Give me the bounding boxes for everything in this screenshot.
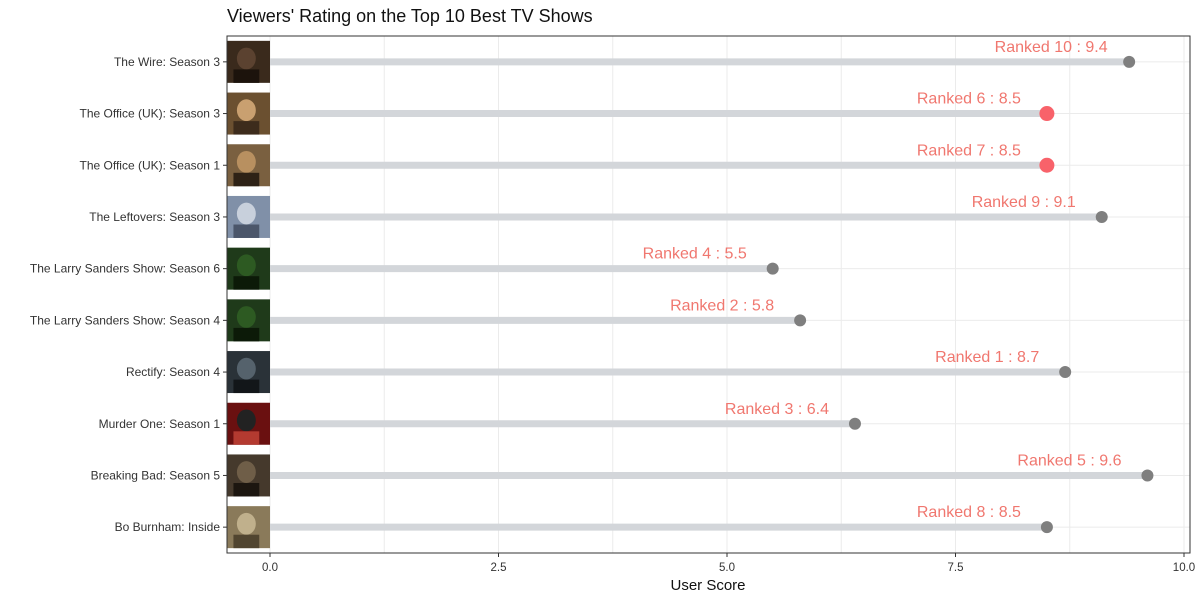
thumbnail-figure-body [233,379,260,394]
show-thumbnail-image [227,144,270,187]
y-tick-label: The Leftovers: Season 3 [89,210,220,224]
y-tick-label: Murder One: Season 1 [99,417,221,431]
y-tick-label: The Larry Sanders Show: Season 6 [30,262,220,276]
data-label: Ranked 4 : 5.5 [643,246,747,263]
thumbnail-figure-head [236,306,256,328]
thumbnail-figure-head [236,357,256,380]
lollipop-point [794,314,807,327]
show-thumbnail-image [227,299,270,342]
lollipop-point [848,417,861,430]
x-axis-title: User Score [670,577,745,594]
show-thumbnail-image [227,402,270,445]
x-axis: 0.0 2.5 5.0 7.5 10.0 [262,553,1195,574]
data-label: Ranked 3 : 6.4 [725,401,829,418]
lollipop-point [1039,157,1055,173]
thumbnail-figure-head [236,150,256,173]
y-tick-label: The Larry Sanders Show: Season 4 [30,313,220,327]
data-label: Ranked 10 : 9.4 [995,39,1108,56]
thumbnail-figure-head [236,254,256,277]
thumbnail-layer [227,40,270,549]
x-tick-label: 5.0 [719,562,735,574]
y-tick-label: Bo Burnham: Inside [115,520,221,534]
thumbnail-figure-body [233,327,260,342]
x-tick-label: 0.0 [262,562,278,574]
y-tick-label: The Office (UK): Season 1 [79,158,220,172]
thumbnail-figure-body [233,483,260,497]
lollipop-point [1095,210,1108,223]
chart-title: Viewers' Rating on the Top 10 Best TV Sh… [227,6,593,26]
y-axis: The Wire: Season 3 The Office (UK): Seaso… [30,55,227,534]
thumbnail-figure-body [233,224,260,238]
show-thumbnail-image [227,247,270,290]
thumbnail-figure-body [233,121,260,135]
x-tick-label: 10.0 [1173,562,1195,574]
show-thumbnail-image [227,506,270,549]
thumbnail-figure-body [233,431,260,445]
point-layer [766,55,1154,534]
thumbnail-figure-head [236,512,256,535]
lollipop-point [1040,521,1053,534]
show-thumbnail-image [227,195,270,238]
y-tick-label: Breaking Bad: Season 5 [91,468,221,482]
data-label: Ranked 1 : 8.7 [935,349,1039,366]
stem-layer [270,58,1148,531]
thumbnail-figure-body [233,276,260,290]
lollipop-point [1123,55,1136,68]
thumbnail-figure-head [236,47,256,70]
show-thumbnail-image [227,40,270,83]
thumbnail-figure-body [233,69,260,83]
data-label-layer: Ranked 10 : 9.4 Ranked 6 : 8.5 Ranked 7 : … [643,39,1122,521]
data-label: Ranked 7 : 8.5 [917,142,1021,159]
data-label: Ranked 2 : 5.8 [670,297,774,314]
lollipop-point [1059,366,1072,379]
data-label: Ranked 8 : 8.5 [917,504,1021,521]
lollipop-point [1039,106,1055,122]
show-thumbnail-image [227,454,270,497]
thumbnail-figure-body [233,172,260,187]
x-tick-label: 7.5 [948,562,964,574]
data-label: Ranked 9 : 9.1 [972,194,1076,211]
lollipop-point [1141,469,1154,482]
thumbnail-figure-body [233,534,260,549]
panel-border [226,35,1191,554]
data-label: Ranked 5 : 9.6 [1017,452,1121,469]
thumbnail-figure-head [236,409,256,432]
show-thumbnail-image [227,92,270,135]
y-tick-label: The Office (UK): Season 3 [79,107,220,121]
lollipop-point [766,262,779,275]
show-thumbnail-image [227,351,270,394]
thumbnail-figure-head [236,99,256,122]
y-tick-label: The Wire: Season 3 [114,55,220,69]
thumbnail-figure-head [236,202,256,225]
thumbnail-figure-head [236,461,256,484]
y-tick-label: Rectify: Season 4 [126,365,220,379]
data-label: Ranked 6 : 8.5 [917,91,1021,108]
x-tick-label: 2.5 [491,562,507,574]
